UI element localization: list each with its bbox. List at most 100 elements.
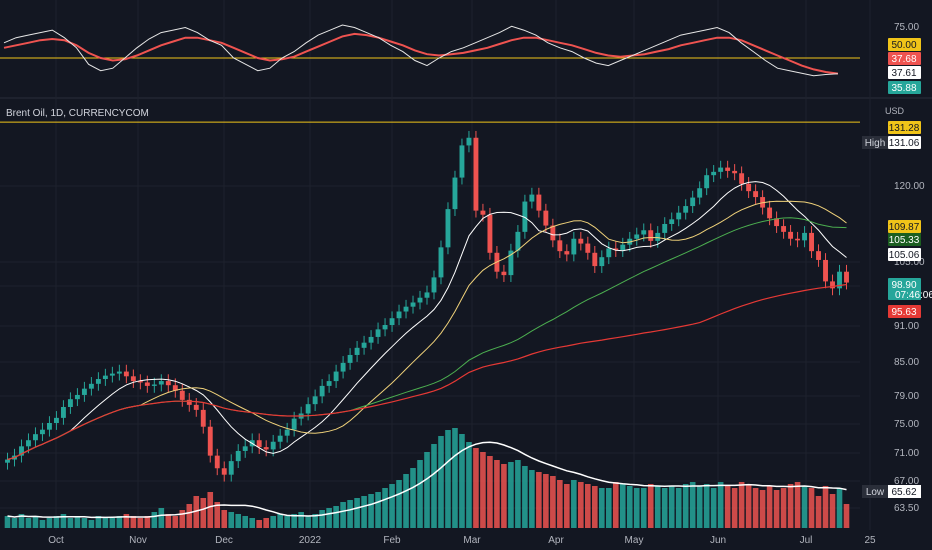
rsi-tag-bg [888,52,921,65]
candle-body [165,381,171,386]
rsi-tag-bg [888,38,921,51]
candle-body [508,250,514,276]
rsi-tag: 37.61 [891,68,916,79]
volume-bar [172,516,179,528]
y-tick-label: 120.00 [894,181,925,192]
candle-body [641,230,647,235]
volume-bar [605,488,612,528]
y-tick-label: 79.00 [894,391,919,402]
candle-body [438,247,444,278]
candle-body [501,271,507,276]
candle-body [480,210,486,215]
low-label-bg [862,485,888,498]
price-tag-time: 07:46:06 [895,290,932,301]
candle-body [557,240,563,252]
volume-bar [298,512,304,528]
volume-bar [480,452,486,528]
volume-bar [39,520,46,528]
candle-body [816,251,821,260]
candle-body [158,381,164,385]
candle-body [46,423,52,430]
volume-bar [179,510,186,528]
candle-body [179,390,185,400]
candle-body [620,244,626,251]
candle-body [396,311,402,319]
candle-body [683,206,689,213]
candle-body [802,232,808,241]
candle-body [487,214,493,253]
candle-body [711,171,717,176]
volume-bar [95,516,102,528]
x-tick-label: Dec [215,535,233,546]
candle-body [361,342,367,348]
price-tag: 131.06 [889,138,920,149]
candle-body [774,218,780,227]
candle-body [333,371,339,382]
volume-bar [144,516,151,528]
volume-bar [543,474,549,528]
rsi-tag-bg [888,66,921,79]
candle-body [277,435,283,442]
y-tick-label: 75.00 [894,419,919,430]
candle-body [529,194,535,202]
volume-bar [738,482,745,528]
rsi-ma-line [3,32,839,75]
low-value-bg [888,485,921,498]
candle-body [417,297,423,303]
volume-bar [585,484,591,528]
volume-bar [752,488,759,528]
candle-body [690,197,696,207]
volume-bar [256,520,262,528]
price-tag-bg [888,136,921,149]
candle-body [753,191,759,198]
volume-bar [186,504,193,528]
candle-body [725,167,731,171]
candle-body [634,234,640,239]
volume-bar [487,456,493,528]
price-tags: 50.00 37.68 37.61 35.88 131.28 131.06 109.87 10… [862,38,932,498]
volume-bar [109,518,116,528]
candle-body [102,375,108,380]
y-tick-label: 91.00 [894,321,919,332]
volume-bar [53,516,60,528]
volume-bar [11,518,18,528]
candle-body [578,238,584,244]
candle-body [81,388,87,395]
x-tick-label: Mar [463,535,481,546]
candle-body [144,382,150,386]
volume-bar [368,494,374,528]
volume-bar [18,514,25,528]
volume-bar [242,516,249,528]
volume-bar [696,486,703,528]
volume-bar [766,486,773,528]
volume-bar [452,428,458,528]
volume-bar [717,482,724,528]
volume-bar [228,512,235,528]
volume-bar [522,466,528,528]
price-tag-bg [888,220,921,233]
candle-body [26,440,31,447]
candle-body [669,219,675,224]
candle-body [242,446,248,451]
x-tick-label: Apr [548,535,564,546]
candle-body [704,175,710,189]
volume-bar [445,430,451,528]
volume-average-line [7,441,847,519]
price-tag-bg [888,121,921,134]
x-tick-label: Feb [383,535,401,546]
y-tick-label: 63.50 [894,503,919,514]
candle-body [599,257,605,267]
candle-body [95,379,101,384]
candle-body [466,137,472,146]
rsi-tag: 50.00 [891,40,916,51]
volume-bar [249,518,256,528]
volume-bar [661,488,668,528]
price-tag-bg [888,278,921,300]
sma-mid-line [7,200,847,460]
volume-bar [67,518,74,528]
price-tag-bg [888,248,921,261]
candle-body [697,188,703,198]
candle-body [347,354,353,363]
candle-body [571,238,577,255]
